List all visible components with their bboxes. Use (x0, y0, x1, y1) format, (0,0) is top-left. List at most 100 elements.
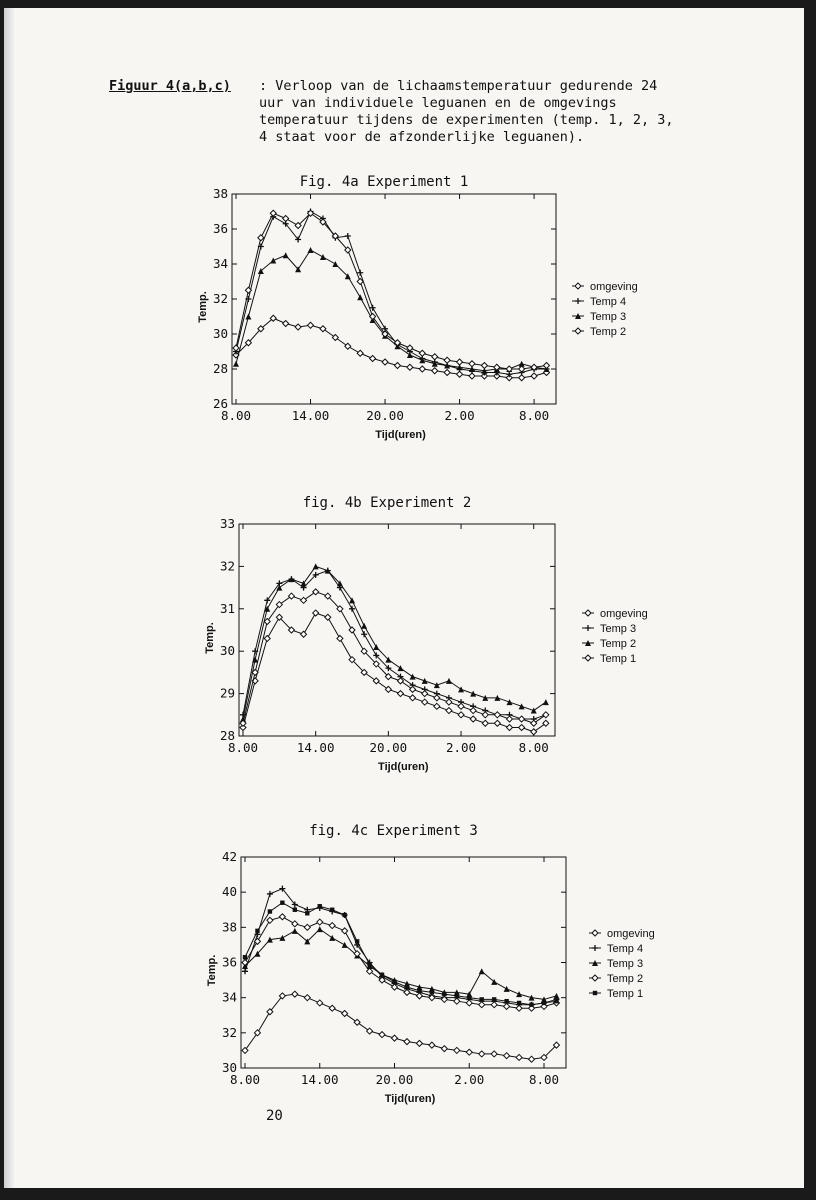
data-point (264, 597, 271, 604)
data-point (365, 967, 374, 975)
data-point (252, 656, 259, 663)
data-point (329, 934, 336, 941)
series-temp-2 (240, 563, 549, 723)
legend-label: omgeving (600, 608, 648, 620)
data-point (344, 342, 352, 350)
data-point (465, 1048, 473, 1056)
data-point (542, 361, 551, 370)
data-point (431, 360, 438, 367)
data-point (468, 366, 475, 372)
data-point (278, 992, 287, 1000)
data-point (304, 938, 311, 945)
data-point (493, 711, 502, 719)
data-point (542, 711, 550, 719)
y-axis-label: Temp. (197, 291, 209, 323)
data-point (480, 372, 489, 380)
data-point (307, 247, 314, 253)
data-point (516, 991, 523, 998)
data-point (361, 622, 368, 629)
data-point (542, 719, 550, 727)
data-point (281, 319, 290, 328)
data-point (433, 702, 441, 711)
data-point (266, 1008, 274, 1016)
data-point (469, 715, 477, 723)
data-point (242, 955, 248, 960)
data-point (316, 918, 324, 926)
legend-label: Temp 1 (607, 988, 643, 1000)
data-point (505, 715, 514, 723)
legend-label: omgeving (590, 281, 638, 293)
data-point (403, 1037, 411, 1046)
legend-marker (585, 640, 591, 646)
data-point (440, 1044, 449, 1053)
series-temp-1 (239, 588, 550, 727)
y-tick-label: 36 (213, 221, 228, 236)
data-point (445, 706, 453, 715)
data-point (493, 363, 501, 371)
data-point (443, 368, 451, 377)
series-temp-1 (242, 900, 559, 1007)
data-point (255, 928, 260, 934)
y-tick-label: 38 (222, 919, 237, 934)
y-tick-label: 40 (222, 884, 237, 899)
data-point (282, 252, 289, 259)
legend-label: Temp 3 (590, 311, 626, 323)
data-point (478, 1050, 486, 1058)
series-temp-2 (232, 209, 551, 373)
data-point (393, 361, 402, 370)
data-point (397, 665, 404, 672)
chart-fig4c: fig. 4c Experiment 3 30 32 34 36 38 40 42 8.00 14… (206, 823, 655, 1105)
data-point (444, 362, 451, 369)
data-point (365, 1027, 374, 1035)
y-tick-label: 32 (220, 558, 235, 573)
data-point (453, 1046, 461, 1055)
data-point (281, 214, 290, 223)
data-point (419, 357, 426, 364)
data-point (294, 221, 302, 230)
data-point (291, 990, 299, 998)
data-point (478, 968, 485, 975)
legend-marker (592, 960, 598, 966)
data-point (340, 1009, 349, 1018)
data-point (241, 1046, 249, 1055)
data-point (316, 999, 324, 1007)
y-tick-label: 36 (222, 955, 237, 970)
data-point (418, 365, 427, 373)
data-point (245, 313, 252, 320)
data-point (406, 344, 414, 352)
data-point (470, 690, 477, 697)
data-point (469, 706, 477, 715)
legend-marker (575, 313, 581, 319)
data-point (385, 665, 392, 672)
data-point (393, 339, 402, 347)
data-point (257, 234, 265, 242)
y-tick-label: 30 (220, 643, 235, 658)
data-point (530, 372, 538, 380)
data-point (457, 711, 465, 719)
data-point (244, 286, 253, 294)
data-point (408, 694, 417, 702)
y-axis-label: Temp. (204, 622, 216, 654)
data-point (328, 1004, 336, 1012)
data-point (455, 370, 464, 378)
data-point (372, 677, 380, 685)
data-point (403, 988, 411, 997)
data-point (319, 254, 326, 260)
x-tick-label: 8.00 (228, 740, 258, 755)
plot-frame (238, 523, 556, 737)
data-point (445, 677, 452, 684)
data-point (291, 927, 298, 934)
series-line (244, 928, 557, 1000)
y-tick-label: 42 (222, 849, 237, 864)
x-tick-label: 8.00 (221, 408, 251, 423)
data-point (505, 723, 514, 732)
data-point (292, 907, 298, 912)
data-point (242, 968, 248, 975)
x-axis-label: Tijd(uren) (375, 429, 426, 441)
data-point (276, 584, 283, 591)
data-point (328, 921, 336, 930)
data-point (480, 361, 489, 370)
data-point (267, 909, 273, 914)
data-point (348, 655, 356, 664)
data-point (481, 367, 488, 374)
